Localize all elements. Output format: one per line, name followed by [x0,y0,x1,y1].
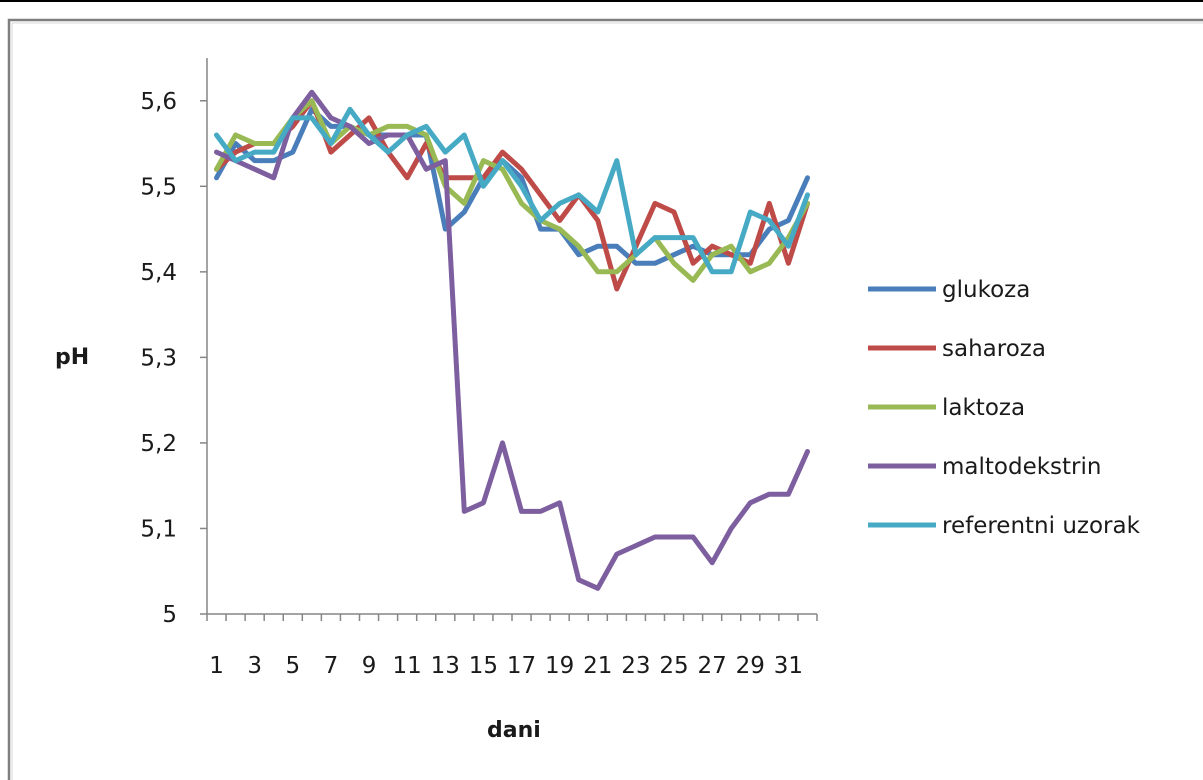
x-tick-label: 17 [507,653,536,679]
x-tick-label: 15 [469,653,498,679]
series-line-laktoza [214,98,810,283]
legend-label: maltodekstrin [942,454,1101,480]
legend-label: laktoza [942,395,1025,421]
y-tick-label: 5 [162,602,177,628]
legend-label: saharoza [942,336,1046,362]
x-tick-label: 1 [209,653,224,679]
x-tick-label: 3 [247,653,262,679]
y-tick-label: 5,4 [140,260,177,286]
y-tick-label: 5,6 [140,89,177,115]
x-tick-label: 31 [774,653,803,679]
x-tick-label: 9 [362,653,377,679]
x-tick-label: 27 [698,653,727,679]
x-tick-label: 29 [736,653,765,679]
series-lines [214,89,810,591]
y-tick-label: 5,5 [140,174,177,200]
y-tick-label: 5,3 [140,345,177,371]
chart-border [7,18,1203,780]
x-tick-label: 5 [285,653,300,679]
x-tick-label: 23 [621,653,650,679]
legend-label: referentni uzorak [942,513,1141,539]
x-tick-label: 25 [659,653,688,679]
x-tick-label: 13 [431,653,460,679]
chart-border-shadow [11,22,1203,780]
y-axis-title: pH [55,345,89,370]
x-tick-label: 19 [545,653,574,679]
y-axis-ticks [200,100,207,615]
x-axis-title: dani [487,718,541,743]
y-tick-label: 5,2 [140,431,177,457]
legend-label: glukoza [942,277,1030,303]
x-axis-ticks [206,614,818,621]
legend: glukoza saharoza laktoza maltodekstrin refer… [868,277,1141,539]
y-tick-label: 5,1 [140,516,177,542]
series-line-maltodekstrin [214,89,810,591]
x-tick-label: 7 [324,653,339,679]
series-line-referentni-uzorak [214,106,810,275]
x-tick-label: 11 [393,653,422,679]
x-axis-tick-labels: 1 3 5 7 9 11 13 15 17 19 21 23 25 27 29 31 [209,653,803,679]
y-axis-tick-labels: 5 5,1 5,2 5,3 5,4 5,5 5,6 [140,89,177,628]
x-tick-label: 21 [583,653,612,679]
